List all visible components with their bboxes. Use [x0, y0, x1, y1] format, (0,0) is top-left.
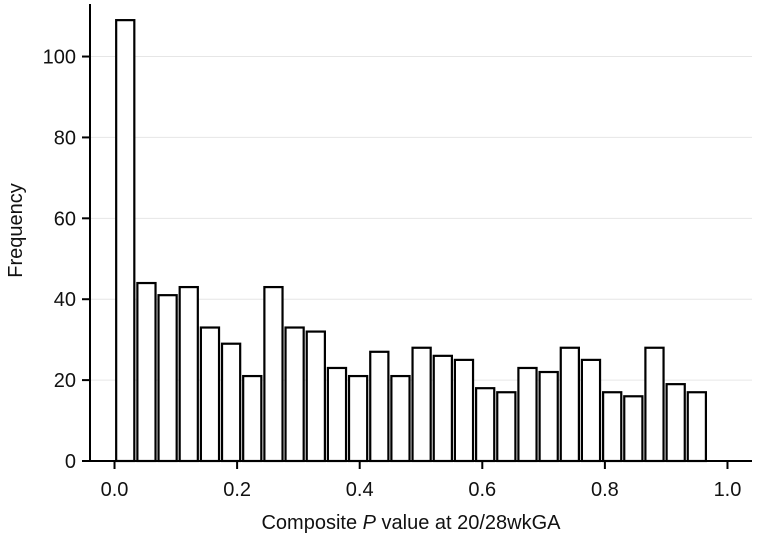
bar-13: [390, 374, 411, 463]
bars: [115, 19, 708, 463]
y-tick-label-60: 60: [54, 208, 76, 230]
bar-15: [432, 354, 453, 463]
bar-2: [157, 294, 178, 463]
bar-1: [136, 281, 157, 463]
bar-24: [623, 395, 644, 463]
y-ticks: 0 20 40 60 80 100: [43, 47, 90, 473]
y-tick-label-0: 0: [65, 451, 76, 473]
x-tick-label-3: 0.6: [468, 479, 496, 501]
bar-25: [644, 346, 665, 463]
bar-12: [369, 350, 390, 463]
bar-20: [538, 370, 559, 463]
bar-8: [284, 326, 305, 463]
axes: [89, 4, 752, 462]
bar-17: [475, 387, 496, 463]
bar-5: [220, 342, 242, 463]
x-tick-label-2: 0.4: [346, 479, 374, 501]
bar-6: [242, 374, 263, 463]
x-axis-title: Composite P value at 20/28wkGA: [261, 512, 561, 534]
bar-27: [686, 391, 708, 463]
bar-9: [305, 330, 326, 463]
y-axis-title: Frequency: [5, 183, 27, 278]
y-tick-label-80: 80: [54, 127, 76, 149]
bar-7: [263, 285, 284, 463]
bar-0: [115, 19, 136, 463]
bar-10: [326, 366, 348, 463]
x-axis-title-italic: P: [363, 512, 377, 534]
bar-26: [665, 383, 686, 463]
bar-16: [453, 358, 475, 463]
bar-14: [411, 346, 432, 463]
bar-22: [580, 358, 602, 463]
bar-21: [559, 346, 581, 463]
x-tick-label-5: 1.0: [714, 479, 742, 501]
x-tick-label-0: 0.0: [101, 479, 129, 501]
bar-18: [496, 391, 517, 463]
bar-3: [178, 285, 199, 463]
x-tick-label-4: 0.8: [591, 479, 619, 501]
y-tick-label-20: 20: [54, 370, 76, 392]
bar-11: [347, 374, 369, 463]
grid-lines: [90, 56, 752, 381]
x-ticks: 0.0 0.2 0.4 0.6 0.8 1.0: [101, 461, 742, 501]
bar-19: [517, 366, 538, 463]
y-tick-label-100: 100: [43, 47, 76, 69]
bar-4: [199, 326, 221, 463]
y-tick-label-40: 40: [54, 289, 76, 311]
x-tick-label-1: 0.2: [223, 479, 251, 501]
x-axis-title-suffix: value at 20/28wkGA: [376, 512, 561, 534]
bar-23: [602, 391, 623, 463]
x-axis-title-prefix: Composite: [261, 512, 362, 534]
